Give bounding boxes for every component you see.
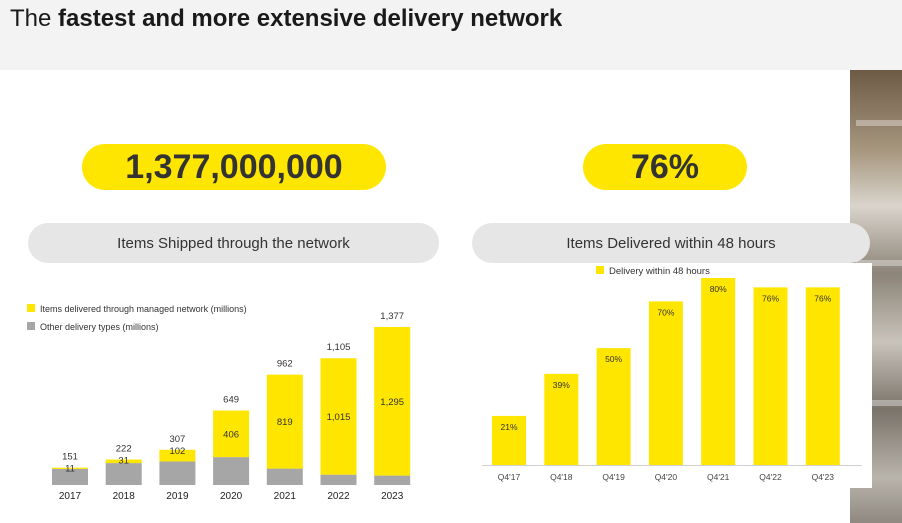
bar-total-label: 151 <box>62 452 78 463</box>
photo-shelf <box>856 260 902 266</box>
bar-other-delivery <box>52 468 88 485</box>
bar-other-delivery <box>374 475 411 485</box>
x-axis-tick-label: Q4'19 <box>602 472 625 482</box>
kpi-items-shipped-value: 1,377,000,000 <box>82 144 386 190</box>
bar-value-label: 76% <box>762 293 779 303</box>
bar-segment-label: 819 <box>277 417 293 428</box>
bar-other-delivery <box>320 474 357 485</box>
bar-delivery-48h <box>648 301 683 465</box>
x-axis-tick-label: 2019 <box>166 491 189 502</box>
x-axis-tick-label: 2022 <box>327 491 350 502</box>
bar-segment-label: 11 <box>65 464 75 475</box>
kpi-delivered-48h-label: Items Delivered within 48 hours <box>472 223 870 263</box>
bar-managed-network <box>159 449 196 462</box>
legend-swatch-managed <box>27 304 35 312</box>
bar-total-label: 649 <box>223 395 239 406</box>
bar-value-label: 80% <box>710 284 727 294</box>
bar-total-label: 962 <box>277 359 293 370</box>
bar-delivery-48h <box>544 373 579 465</box>
legend-swatch-other <box>27 322 35 330</box>
bar-segment-label: 406 <box>223 429 239 440</box>
legend-swatch-delivery <box>596 266 604 274</box>
x-axis-tick-label: 2018 <box>113 491 136 502</box>
bar-other-delivery <box>266 468 303 485</box>
x-axis-tick-label: Q4'22 <box>759 472 782 482</box>
x-axis-tick-label: Q4'18 <box>550 472 573 482</box>
bar-managed-network <box>52 467 88 469</box>
x-axis-tick-label: Q4'23 <box>812 472 835 482</box>
bar-managed-network <box>213 410 250 458</box>
bar-managed-network <box>320 358 357 475</box>
bar-total-label: 222 <box>116 444 132 455</box>
x-axis-tick-label: 2020 <box>220 491 243 502</box>
bar-total-label: 307 <box>169 434 185 445</box>
x-axis-tick-label: 2017 <box>59 491 82 502</box>
bar-delivery-48h <box>805 287 840 465</box>
legend-label-delivery: Delivery within 48 hours <box>609 266 710 277</box>
bar-total-label: 1,105 <box>327 342 351 353</box>
bar-value-label: 76% <box>814 293 831 303</box>
bar-value-label: 39% <box>553 380 570 390</box>
legend-label-managed: Items delivered through managed network … <box>40 304 247 314</box>
bar-segment-label: 1,295 <box>380 397 404 408</box>
bar-total-label: 1,377 <box>380 311 404 322</box>
bar-other-delivery <box>213 457 250 485</box>
bar-value-label: 21% <box>500 422 517 432</box>
photo-shelf <box>856 120 902 126</box>
bar-value-label: 50% <box>605 354 622 364</box>
bar-managed-network <box>266 374 303 469</box>
photo-shelf <box>856 400 902 406</box>
x-axis-tick-label: Q4'21 <box>707 472 730 482</box>
bar-delivery-48h <box>753 287 788 465</box>
x-axis-tick-label: Q4'17 <box>498 472 521 482</box>
x-axis-tick-label: 2023 <box>381 491 404 502</box>
x-axis-tick-label: 2021 <box>274 491 297 502</box>
bar-segment-label: 31 <box>118 456 129 467</box>
kpi-items-shipped-label: Items Shipped through the network <box>28 223 439 263</box>
header-bar <box>0 0 902 70</box>
items-shipped-chart-svg: Items delivered through managed network … <box>27 304 411 502</box>
bar-segment-label: 102 <box>169 446 185 457</box>
items-shipped-chart: Items delivered through managed network … <box>20 288 445 508</box>
bar-delivery-48h <box>701 278 736 465</box>
kpi-delivered-48h-value: 76% <box>583 144 747 190</box>
delivery-48h-chart: Delivery within 48 hours 21% Q4'17 39% Q4'18… <box>470 263 872 488</box>
bar-managed-network <box>374 327 411 476</box>
bar-delivery-48h <box>492 415 526 465</box>
bar-managed-network <box>105 459 142 464</box>
bar-delivery-48h <box>596 348 631 465</box>
bar-other-delivery <box>159 461 196 485</box>
page-title: The fastest and more extensive delivery … <box>10 5 563 32</box>
bar-segment-label: 1,015 <box>327 412 351 423</box>
delivery-48h-chart-svg: Delivery within 48 hours 21% Q4'17 39% Q4'18… <box>482 266 862 482</box>
bar-value-label: 70% <box>657 307 674 317</box>
x-axis-tick-label: Q4'20 <box>655 472 678 482</box>
bar-other-delivery <box>105 463 142 485</box>
legend-label-other: Other delivery types (millions) <box>40 322 159 332</box>
